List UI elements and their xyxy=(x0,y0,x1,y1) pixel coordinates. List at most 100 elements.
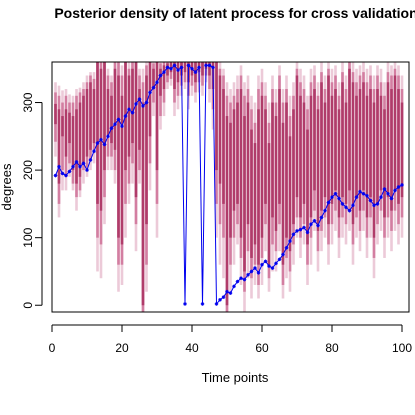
data-point xyxy=(382,187,387,191)
band-inner-t96 xyxy=(386,82,390,198)
data-point xyxy=(386,191,390,196)
band-inner-t99 xyxy=(397,89,400,204)
band-inner-t98 xyxy=(393,75,397,191)
band-inner-t71 xyxy=(299,95,302,218)
band-inner-t92 xyxy=(372,102,376,238)
band-inner-t100 xyxy=(400,102,404,198)
data-point xyxy=(106,134,110,139)
data-point xyxy=(396,185,401,189)
data-point xyxy=(284,246,289,250)
y-axis: 0 100 200 300 xyxy=(21,92,43,309)
data-point xyxy=(281,252,285,257)
band-inner-t83 xyxy=(341,82,344,198)
data-point xyxy=(291,232,296,237)
band-inner-t51 xyxy=(229,122,232,238)
band-inner-t85 xyxy=(348,68,351,191)
band-inner-t2 xyxy=(57,109,61,184)
band-inner-t97 xyxy=(390,89,393,211)
band-inner-t70 xyxy=(295,75,299,198)
data-point xyxy=(309,222,313,226)
data-point xyxy=(295,229,299,233)
band-inner-t49 xyxy=(222,89,225,204)
band-inner-t10 xyxy=(85,89,89,157)
data-point xyxy=(81,161,86,166)
band-inner-t38 xyxy=(183,62,187,73)
data-point xyxy=(312,218,317,223)
plot-frame xyxy=(51,61,410,313)
data-point xyxy=(113,122,117,126)
data-point xyxy=(85,168,89,172)
data-point xyxy=(389,196,394,201)
band-inner-t3 xyxy=(61,116,64,137)
band-inner-t43 xyxy=(201,62,204,76)
data-point xyxy=(333,191,338,196)
data-point xyxy=(344,205,348,210)
data-point xyxy=(365,193,369,198)
data-point xyxy=(190,66,194,71)
band-inner-t31 xyxy=(159,68,162,96)
data-point xyxy=(347,208,352,213)
data-point xyxy=(148,90,152,95)
band-middle-t3 xyxy=(61,102,64,171)
band-inner-t84 xyxy=(344,102,348,204)
data-point xyxy=(298,227,303,232)
data-point xyxy=(239,276,243,281)
band-inner-t72 xyxy=(302,102,306,204)
data-point xyxy=(95,141,100,145)
data-point xyxy=(102,142,107,147)
data-point xyxy=(326,200,331,205)
band-inner-t62 xyxy=(267,143,271,265)
data-point xyxy=(218,298,222,302)
band-inner-t91 xyxy=(369,89,372,198)
band-inner-t27 xyxy=(145,75,148,225)
y-tick-label: 100 xyxy=(21,227,35,247)
data-point xyxy=(176,68,180,72)
x-axis-label: Time points xyxy=(202,370,269,385)
band-inner-t6 xyxy=(71,116,75,171)
data-point xyxy=(337,196,341,201)
band-inner-t53 xyxy=(236,102,239,204)
data-point xyxy=(123,114,128,118)
band-inner-t67 xyxy=(285,102,288,238)
band-inner-t35 xyxy=(173,62,176,90)
data-point xyxy=(116,117,121,122)
band-inner-t79 xyxy=(327,75,330,225)
data-point xyxy=(375,202,380,206)
x-tick-label: 100 xyxy=(392,341,412,355)
data-point xyxy=(53,173,58,178)
band-inner-t22 xyxy=(127,75,131,157)
data-point xyxy=(225,289,229,294)
data-point xyxy=(99,137,103,142)
data-point xyxy=(305,230,310,235)
data-point xyxy=(141,104,145,108)
data-point xyxy=(155,80,159,85)
data-point xyxy=(127,107,131,112)
data-point xyxy=(165,65,170,70)
band-inner-t86 xyxy=(351,82,355,225)
band-inner-t68 xyxy=(288,136,292,252)
band-inner-t1 xyxy=(54,103,57,125)
data-point xyxy=(319,215,324,220)
band-inner-t57 xyxy=(250,129,253,258)
data-point xyxy=(267,264,271,268)
band-inner-t89 xyxy=(362,82,365,191)
data-point xyxy=(242,277,247,282)
data-point xyxy=(200,302,205,306)
data-point xyxy=(263,259,268,264)
x-axis: 0 20 40 60 80 100 xyxy=(49,324,412,355)
data-point xyxy=(351,203,355,208)
x-tick-label: 60 xyxy=(255,341,269,355)
data-point xyxy=(358,189,362,194)
data-point xyxy=(197,65,201,70)
band-inner-t36 xyxy=(176,62,180,83)
data-point xyxy=(274,261,278,266)
band-inner-t50 xyxy=(225,116,229,306)
band-inner-t18 xyxy=(113,68,117,150)
band-inner-t16 xyxy=(106,89,110,137)
band-inner-t45 xyxy=(208,62,211,76)
band-inner-t66 xyxy=(281,122,285,265)
band-inner-t9 xyxy=(82,95,85,164)
data-point xyxy=(316,223,320,228)
data-point xyxy=(330,195,334,199)
data-point xyxy=(204,63,208,68)
